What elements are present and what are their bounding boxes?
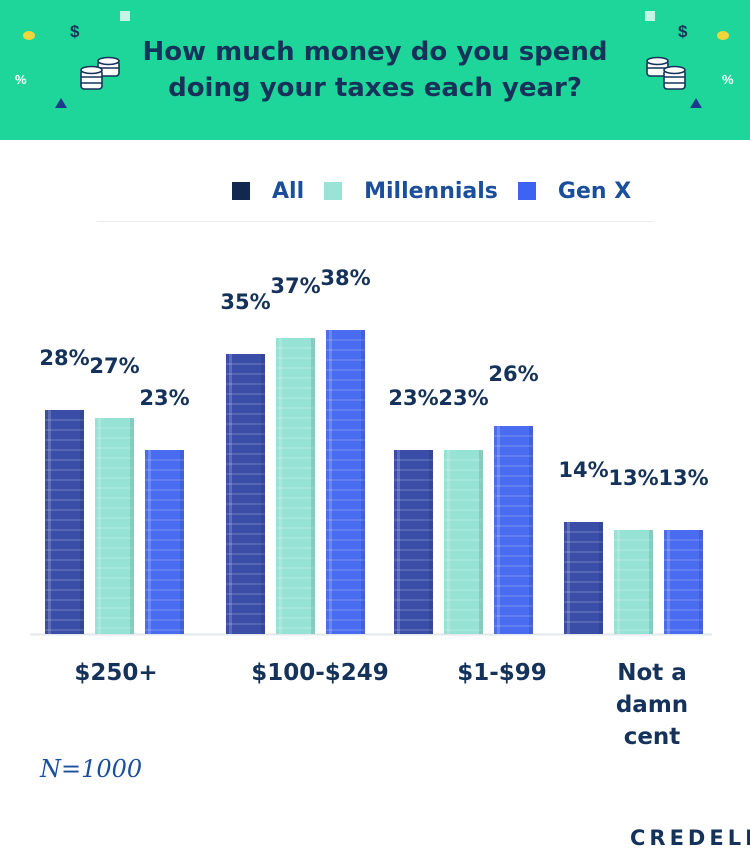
legend-divider <box>97 221 653 222</box>
bar-highlight <box>229 354 232 634</box>
small-square-icon <box>645 11 655 21</box>
category-label-line: Not a <box>617 660 687 686</box>
category-label-line: $1-$99 <box>457 660 547 686</box>
bar-highlight <box>667 530 670 634</box>
bar-highlight <box>617 530 620 634</box>
bar-shade <box>261 354 265 634</box>
bar-shade <box>311 338 315 634</box>
chart-title: How much money do you spend doing your t… <box>142 37 608 103</box>
bar <box>614 530 653 634</box>
bar-highlight <box>397 450 400 634</box>
small-square-icon <box>120 11 130 21</box>
yellow-dot-icon <box>717 31 729 40</box>
legend-swatch <box>324 182 343 200</box>
bar-group <box>95 418 134 634</box>
bar-group <box>276 338 315 634</box>
sample-size-note: N=1000 <box>40 755 143 783</box>
category-label-line: $250+ <box>74 660 157 686</box>
legend-item-gen-x: Gen X <box>517 178 632 204</box>
bar-group <box>145 450 184 634</box>
legend-label: Gen X <box>557 178 632 204</box>
category-label-line: damn <box>616 692 688 718</box>
data-label: 23% <box>388 386 438 410</box>
category-label: $1-$99 <box>457 660 547 686</box>
bar-highlight <box>279 338 282 634</box>
bar-group <box>494 426 533 634</box>
data-label: 28% <box>39 346 89 370</box>
bar-highlight <box>447 450 450 634</box>
header-banner: How much money do you spend doing your t… <box>0 0 750 140</box>
bar <box>45 410 84 634</box>
legend-item-millennials: Millennials <box>324 179 498 204</box>
data-label: 14% <box>558 458 608 482</box>
legend-item-all: All <box>232 179 304 204</box>
brand-logo: CREDELLO <box>630 826 750 850</box>
legend-swatch <box>232 182 250 200</box>
coin-stack-icon <box>80 56 120 90</box>
dollar-sign-icon: $ <box>678 22 688 41</box>
bar-highlight <box>567 522 570 634</box>
bar <box>664 530 703 634</box>
data-label: 35% <box>220 290 270 314</box>
triangle-icon <box>690 98 702 108</box>
yellow-dot-icon <box>23 31 35 40</box>
legend-swatch <box>517 182 536 200</box>
bar-shade <box>699 530 703 634</box>
bar <box>394 450 433 634</box>
bar-shade <box>529 426 533 634</box>
data-label: 23% <box>438 386 488 410</box>
chart-legend: All Millennials Gen X <box>232 174 651 208</box>
bar-shade <box>180 450 184 634</box>
bar-shade <box>429 450 433 634</box>
legend-label: All <box>272 178 305 204</box>
bar-shade <box>361 330 365 634</box>
category-label: $250+ <box>74 660 157 686</box>
bar-highlight <box>329 330 332 634</box>
bar-shade <box>130 418 134 634</box>
bar <box>444 450 483 634</box>
bar <box>226 354 265 634</box>
category-label: $100-$249 <box>251 660 389 686</box>
bar-highlight <box>497 426 500 634</box>
bar <box>276 338 315 634</box>
bar-group <box>664 530 703 634</box>
data-label: 38% <box>320 266 370 290</box>
bar-group <box>45 410 84 634</box>
percent-sign-icon: % <box>722 72 734 87</box>
bar-highlight <box>148 450 151 634</box>
bar-group <box>326 330 365 634</box>
bar-group <box>394 450 433 634</box>
coin-stack-icon <box>646 56 686 90</box>
bar-highlight <box>98 418 101 634</box>
category-label: Not a damn cent <box>616 660 688 750</box>
bar-group <box>614 530 653 634</box>
dollar-sign-icon: $ <box>70 22 80 41</box>
bar-shade <box>599 522 603 634</box>
bar-group <box>226 354 265 634</box>
category-label-line: $100-$249 <box>251 660 389 686</box>
data-label: 26% <box>488 362 538 386</box>
data-label: 27% <box>89 354 139 378</box>
data-label: 13% <box>658 466 708 490</box>
bar-shade <box>80 410 84 634</box>
bar <box>145 450 184 634</box>
data-label: 13% <box>608 466 658 490</box>
bar <box>95 418 134 634</box>
triangle-icon <box>55 98 67 108</box>
percent-sign-icon: % <box>15 72 27 87</box>
bar <box>564 522 603 634</box>
category-label-line: cent <box>624 724 681 750</box>
bar-shade <box>479 450 483 634</box>
bar-shade <box>649 530 653 634</box>
bar-group <box>444 450 483 634</box>
legend-label: Millennials <box>364 178 498 204</box>
bar-highlight <box>48 410 51 634</box>
bar <box>494 426 533 634</box>
bar-group <box>564 522 603 634</box>
data-label: 37% <box>270 274 320 298</box>
data-label: 23% <box>139 386 189 410</box>
bar <box>326 330 365 634</box>
